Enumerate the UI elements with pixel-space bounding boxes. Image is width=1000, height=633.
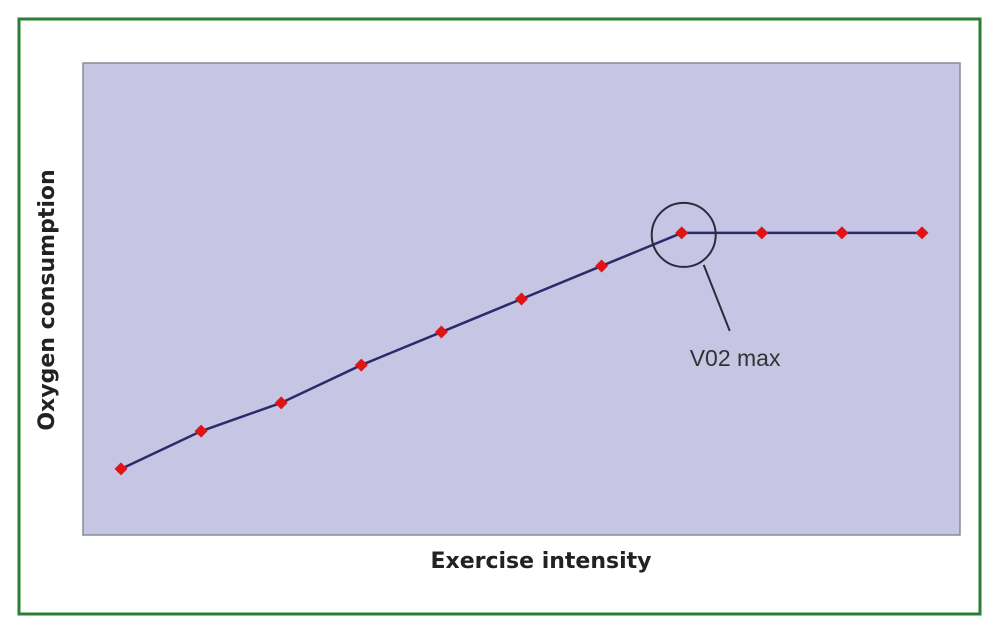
annotation-leader <box>702 264 731 332</box>
data-marker <box>114 462 128 476</box>
data-marker <box>515 292 528 306</box>
data-marker <box>675 226 689 240</box>
annotation-text: V02 max <box>690 345 781 371</box>
data-marker <box>595 259 609 273</box>
data-marker <box>194 424 208 438</box>
data-marker <box>755 226 769 240</box>
data-marker <box>354 358 368 372</box>
data-marker <box>835 226 849 240</box>
x-axis-label: Exercise intensity <box>430 549 651 574</box>
annotation-circle <box>650 201 717 268</box>
data-marker <box>915 226 929 240</box>
data-marker <box>434 325 448 339</box>
y-axis-label: Oxygen consumption <box>35 169 60 430</box>
data-marker <box>274 396 288 410</box>
